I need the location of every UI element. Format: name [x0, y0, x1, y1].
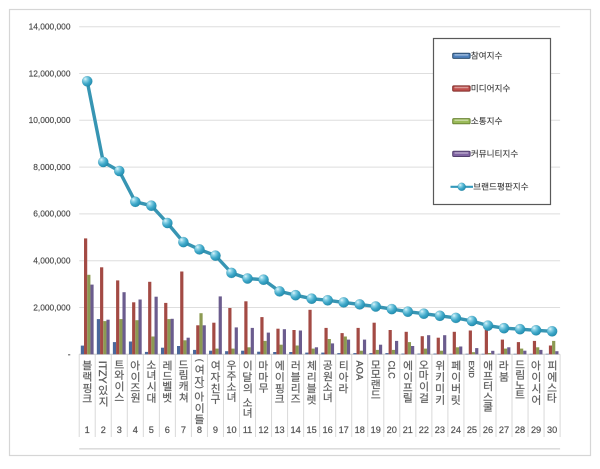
svg-text:ITZY: ITZY — [96, 361, 108, 385]
svg-text:14,000,000: 14,000,000 — [29, 22, 71, 32]
svg-text:21: 21 — [403, 425, 413, 435]
svg-text:13: 13 — [274, 425, 284, 435]
svg-text:8,000,000: 8,000,000 — [33, 162, 71, 172]
svg-text:4: 4 — [133, 425, 138, 435]
svg-text:23: 23 — [435, 425, 445, 435]
svg-text:6: 6 — [165, 425, 170, 435]
svg-text:9: 9 — [213, 425, 218, 435]
svg-text:8: 8 — [197, 425, 202, 435]
svg-text:AOA: AOA — [354, 361, 364, 381]
svg-text:25: 25 — [467, 425, 477, 435]
svg-text:19: 19 — [371, 425, 381, 435]
svg-text:5: 5 — [149, 425, 154, 435]
svg-text:(: ( — [195, 359, 205, 362]
svg-text:11: 11 — [243, 425, 253, 435]
svg-text:28: 28 — [515, 425, 525, 435]
svg-text:22: 22 — [419, 425, 429, 435]
svg-text:10,000,000: 10,000,000 — [29, 115, 71, 125]
svg-text:24: 24 — [451, 425, 461, 435]
svg-text:12,000,000: 12,000,000 — [29, 68, 71, 78]
svg-text:): ) — [195, 386, 205, 389]
svg-text:16: 16 — [323, 425, 333, 435]
svg-text:10: 10 — [226, 425, 236, 435]
svg-text:26: 26 — [483, 425, 493, 435]
svg-text:2,000,000: 2,000,000 — [33, 302, 71, 312]
svg-text:30: 30 — [547, 425, 557, 435]
svg-text:EXID: EXID — [467, 361, 476, 379]
svg-text:6,000,000: 6,000,000 — [33, 209, 71, 219]
svg-text:27: 27 — [499, 425, 509, 435]
svg-text:2: 2 — [101, 425, 106, 435]
svg-text:15: 15 — [307, 425, 317, 435]
svg-text:18: 18 — [355, 425, 365, 435]
svg-text:29: 29 — [531, 425, 541, 435]
svg-text:-: - — [68, 349, 71, 359]
svg-text:4,000,000: 4,000,000 — [33, 256, 71, 266]
svg-text:1: 1 — [85, 425, 90, 435]
svg-text:3: 3 — [117, 425, 122, 435]
svg-text:CLC: CLC — [387, 361, 397, 380]
svg-text:12: 12 — [258, 425, 268, 435]
svg-text:20: 20 — [387, 425, 397, 435]
svg-text:7: 7 — [181, 425, 186, 435]
svg-text:14: 14 — [290, 425, 300, 435]
svg-text:17: 17 — [339, 425, 349, 435]
